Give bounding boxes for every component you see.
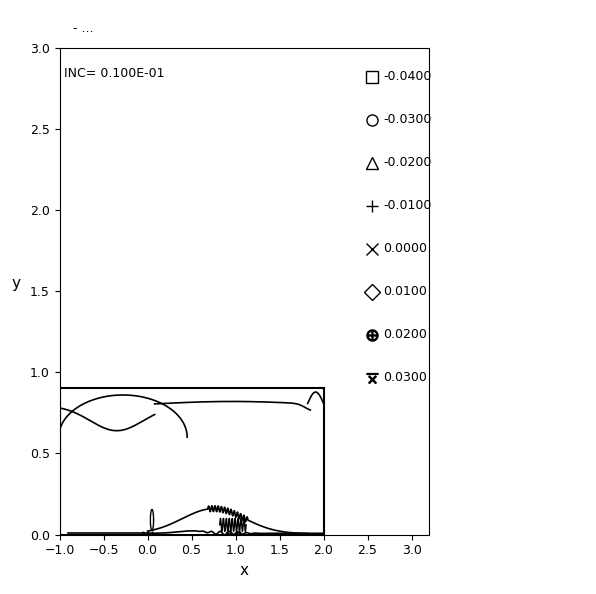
Text: 0.0300: 0.0300 [383, 371, 427, 384]
Text: - ...: - ... [73, 21, 94, 34]
Bar [60, 388, 324, 535]
Text: -0.0400: -0.0400 [383, 70, 432, 83]
Text: -0.0200: -0.0200 [383, 156, 432, 169]
X-axis label: x: x [240, 563, 249, 578]
Text: 0.0000: 0.0000 [383, 242, 427, 255]
Text: 0.0200: 0.0200 [383, 328, 427, 342]
Text: 0.0100: 0.0100 [383, 285, 427, 298]
Y-axis label: y: y [11, 276, 20, 291]
Text: INC= 0.100E-01: INC= 0.100E-01 [64, 67, 164, 80]
Text: -0.0100: -0.0100 [383, 200, 432, 212]
Text: -0.0300: -0.0300 [383, 113, 432, 127]
